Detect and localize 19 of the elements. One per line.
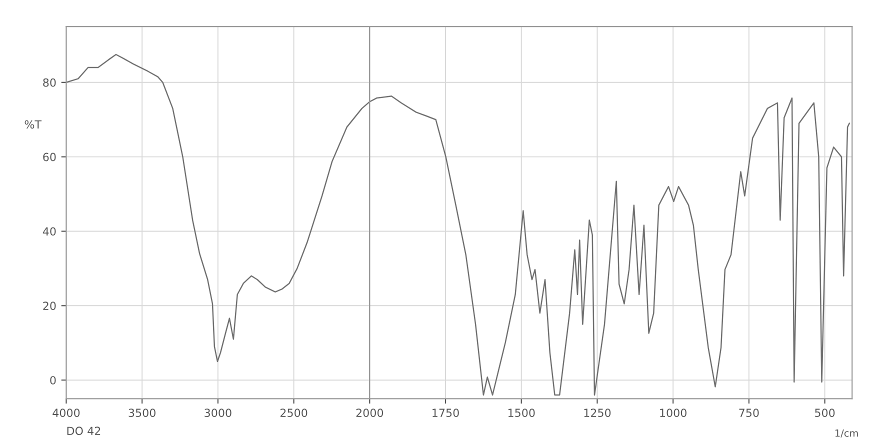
- x-tick-label: 1000: [660, 408, 686, 418]
- y-tick-label: 20: [43, 302, 56, 310]
- y-axis-title: %T: [24, 120, 42, 129]
- x-tick-label: 2000: [356, 408, 384, 418]
- x-axis-title: 1/cm: [835, 430, 858, 438]
- x-tick-label: 750: [739, 408, 759, 418]
- x-tick-label: 3500: [128, 408, 156, 418]
- y-tick-label: 0: [50, 376, 56, 384]
- y-tick-label: 80: [43, 78, 56, 87]
- x-tick-label: 1250: [584, 408, 611, 418]
- x-tick-label: 500: [815, 408, 835, 418]
- x-tick-label: 1500: [508, 408, 535, 418]
- y-tick-label: 60: [43, 152, 56, 162]
- x-tick-label: 1750: [432, 408, 459, 418]
- x-tick-label: 2500: [280, 408, 308, 418]
- y-tick-label: 40: [42, 227, 56, 236]
- x-tick-label: 4000: [52, 408, 80, 418]
- x-tick-label: 3000: [204, 408, 232, 418]
- text: DO 42: [67, 426, 100, 436]
